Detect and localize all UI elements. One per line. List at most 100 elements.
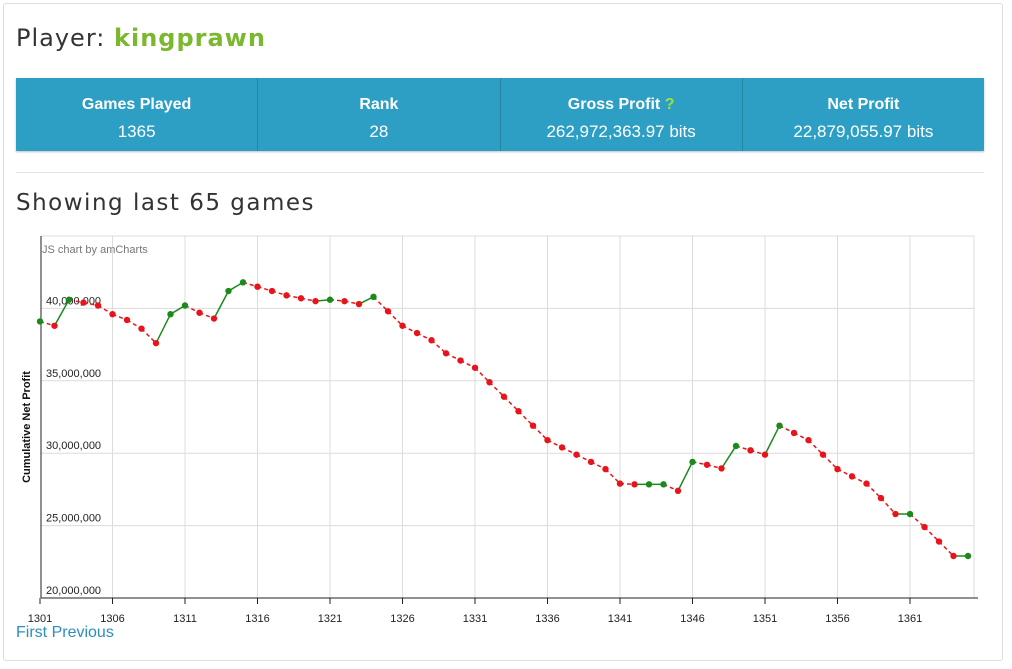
segment-down	[880, 497, 897, 515]
segment-up	[764, 425, 781, 455]
x-tick-label: 1356	[825, 613, 849, 625]
segment-down	[532, 425, 549, 441]
data-point	[442, 350, 450, 357]
segment-up	[53, 299, 70, 327]
data-point	[123, 316, 131, 324]
segment-down	[430, 339, 447, 354]
y-tick-label: 35,000,000	[46, 368, 101, 380]
data-point	[848, 473, 856, 480]
data-point	[399, 322, 406, 329]
x-tick-label: 1326	[390, 613, 414, 625]
data-point	[921, 523, 928, 531]
data-point	[413, 329, 421, 337]
data-point	[65, 296, 73, 303]
stats-bar: Games Played 1365 Rank 28 Gross Profit ?…	[16, 78, 984, 151]
x-tick-label: 1316	[245, 613, 269, 625]
x-tick-label: 1336	[535, 613, 559, 625]
data-point	[544, 436, 551, 444]
stat-label: Rank	[359, 96, 399, 113]
data-point	[515, 408, 522, 415]
data-point	[834, 465, 841, 473]
data-point	[602, 465, 609, 473]
chart-credit: JS chart by amCharts	[42, 244, 148, 256]
data-point	[80, 299, 87, 306]
data-point	[152, 339, 160, 347]
data-point	[645, 481, 653, 488]
y-tick-label: 25,000,000	[46, 513, 101, 525]
data-point	[950, 552, 957, 560]
data-point	[689, 458, 696, 466]
data-point	[529, 422, 537, 429]
data-point	[964, 552, 972, 560]
data-point	[587, 458, 595, 466]
data-point	[892, 510, 899, 518]
x-tick-label: 1351	[753, 613, 777, 625]
x-tick-label: 1311	[173, 613, 197, 625]
segment-up	[720, 445, 737, 469]
segment-down	[938, 540, 955, 557]
data-point	[457, 357, 464, 364]
gross-profit-help-icon[interactable]: ?	[664, 96, 675, 113]
x-tick-label: 1301	[28, 613, 52, 625]
data-point	[254, 283, 261, 290]
y-tick-label: 40,000,000	[46, 295, 101, 307]
data-point	[268, 287, 276, 295]
x-tick-label: 1341	[608, 613, 632, 625]
data-point	[210, 315, 218, 322]
stat-label: Net Profit	[827, 96, 900, 113]
data-point	[370, 293, 377, 301]
stat-gross-profit: Gross Profit ? 262,972,363.97 bits	[501, 78, 743, 151]
data-point	[616, 480, 624, 487]
segment-down	[503, 396, 520, 412]
stat-label: Games Played	[81, 96, 192, 113]
first-page-link[interactable]: First	[16, 624, 48, 641]
segment-down	[604, 468, 621, 485]
stat-value: 262,972,363.97 bits	[546, 122, 696, 141]
data-point	[471, 364, 479, 371]
stat-value: 28	[369, 122, 389, 141]
y-axis-label: Cumulative Net Profit	[21, 371, 33, 483]
pagination: First Previous	[16, 624, 114, 642]
data-point	[355, 300, 363, 308]
data-point	[703, 461, 711, 468]
stat-net-profit: Net Profit 22,879,055.97 bits	[743, 78, 984, 151]
net-profit-chart: 20,000,000 25,000,000 30,000,000 35,000,000…	[21, 235, 978, 625]
player-name: kingprawn	[114, 24, 266, 52]
player-heading: Player: kingprawn	[16, 24, 266, 52]
data-point	[138, 325, 145, 332]
data-point	[631, 481, 638, 488]
data-point	[196, 309, 203, 316]
segment-down	[140, 328, 157, 344]
segment-down	[488, 381, 505, 398]
data-point	[877, 494, 885, 502]
stat-rank: Rank 28	[258, 78, 501, 151]
data-point	[167, 310, 174, 318]
player-label: Player:	[16, 24, 106, 52]
data-point	[225, 287, 232, 295]
segment-down	[865, 483, 882, 499]
data-point	[776, 422, 783, 429]
data-point	[790, 429, 798, 437]
data-point	[660, 481, 667, 488]
segment-down	[923, 526, 940, 543]
data-point	[935, 538, 943, 545]
data-point	[428, 337, 435, 344]
data-point	[36, 318, 44, 325]
profile-panel: Player: kingprawn Games Played 1365 Rank…	[3, 3, 1003, 661]
games-title: Showing last 65 games	[16, 190, 316, 216]
data-point	[297, 295, 305, 302]
previous-page-link[interactable]: Previous	[51, 624, 114, 641]
data-point	[761, 451, 769, 458]
x-tick-label: 1331	[463, 613, 487, 625]
data-point	[384, 308, 392, 315]
data-point	[674, 487, 682, 495]
data-point	[326, 296, 334, 303]
segment-down	[474, 367, 491, 383]
data-point	[558, 444, 566, 451]
data-point	[906, 510, 914, 518]
segment-down	[372, 296, 389, 312]
segment-down	[517, 410, 534, 427]
stat-value: 22,879,055.97 bits	[793, 122, 934, 141]
data-point	[283, 292, 290, 299]
data-point	[500, 393, 508, 400]
